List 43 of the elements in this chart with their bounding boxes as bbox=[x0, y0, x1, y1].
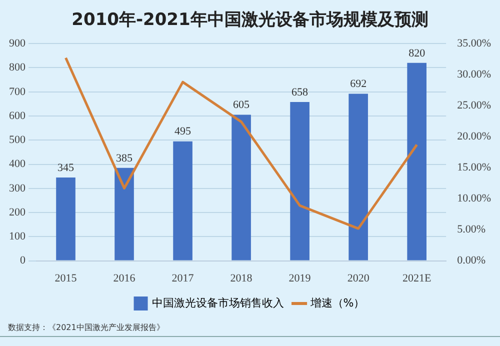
y2-tick-label: 20.00% bbox=[457, 130, 492, 143]
y2-tick-label: 15.00% bbox=[457, 162, 492, 174]
bar bbox=[407, 62, 426, 260]
chart-title: 2010年-2021年中国激光设备市场规模及预测 bbox=[70, 9, 430, 32]
legend-label: 增速（%） bbox=[309, 296, 365, 310]
data-label: 385 bbox=[116, 152, 134, 164]
y2-tick-label: 35.00% bbox=[457, 37, 492, 50]
text: 数据支持：《2021中国激光产业发展报告》 bbox=[8, 322, 166, 333]
data-label: 345 bbox=[58, 162, 75, 174]
y-tick-label: 700 bbox=[9, 86, 26, 98]
bar bbox=[232, 114, 251, 260]
data-label: 820 bbox=[408, 47, 426, 60]
x-tick-label: 2017 bbox=[172, 272, 194, 284]
y2-tick-label: 10.00% bbox=[457, 192, 492, 205]
legend-label: 中国激光设备市场销售收入 bbox=[152, 296, 284, 310]
x-tick-label: 2019 bbox=[288, 272, 312, 284]
x-tick-label: 2015 bbox=[54, 272, 78, 284]
x-tick-label: 2018 bbox=[230, 272, 253, 284]
y-tick-label: 900 bbox=[9, 37, 26, 50]
data-label: 495 bbox=[174, 126, 192, 138]
data-label: 692 bbox=[350, 78, 367, 90]
y-tick-label: 200 bbox=[9, 206, 26, 218]
x-tick-label: 2016 bbox=[113, 272, 136, 284]
y2-tick-label: 30.00% bbox=[457, 68, 492, 81]
data-label: 658 bbox=[292, 86, 309, 98]
bar bbox=[56, 178, 76, 260]
y-tick-label: 0 bbox=[20, 254, 26, 267]
y2-tick-label: 5.00% bbox=[457, 224, 486, 236]
bar bbox=[173, 141, 192, 260]
y-tick-label: 100 bbox=[9, 230, 26, 243]
y2-tick-label: 25.00% bbox=[457, 100, 492, 112]
y-tick-label: 600 bbox=[9, 110, 26, 122]
y2-tick-label: 0.00% bbox=[457, 254, 486, 267]
bar bbox=[290, 102, 310, 260]
x-tick-label: 2020 bbox=[347, 272, 370, 284]
y-tick-label: 500 bbox=[9, 134, 26, 146]
x-tick-label: 2021E bbox=[402, 272, 432, 284]
y-tick-label: 800 bbox=[9, 62, 26, 74]
bar bbox=[348, 94, 368, 260]
data-label: 605 bbox=[233, 99, 250, 112]
bar bbox=[114, 168, 134, 260]
y-tick-label: 300 bbox=[9, 182, 26, 194]
y-tick-label: 400 bbox=[9, 158, 26, 170]
